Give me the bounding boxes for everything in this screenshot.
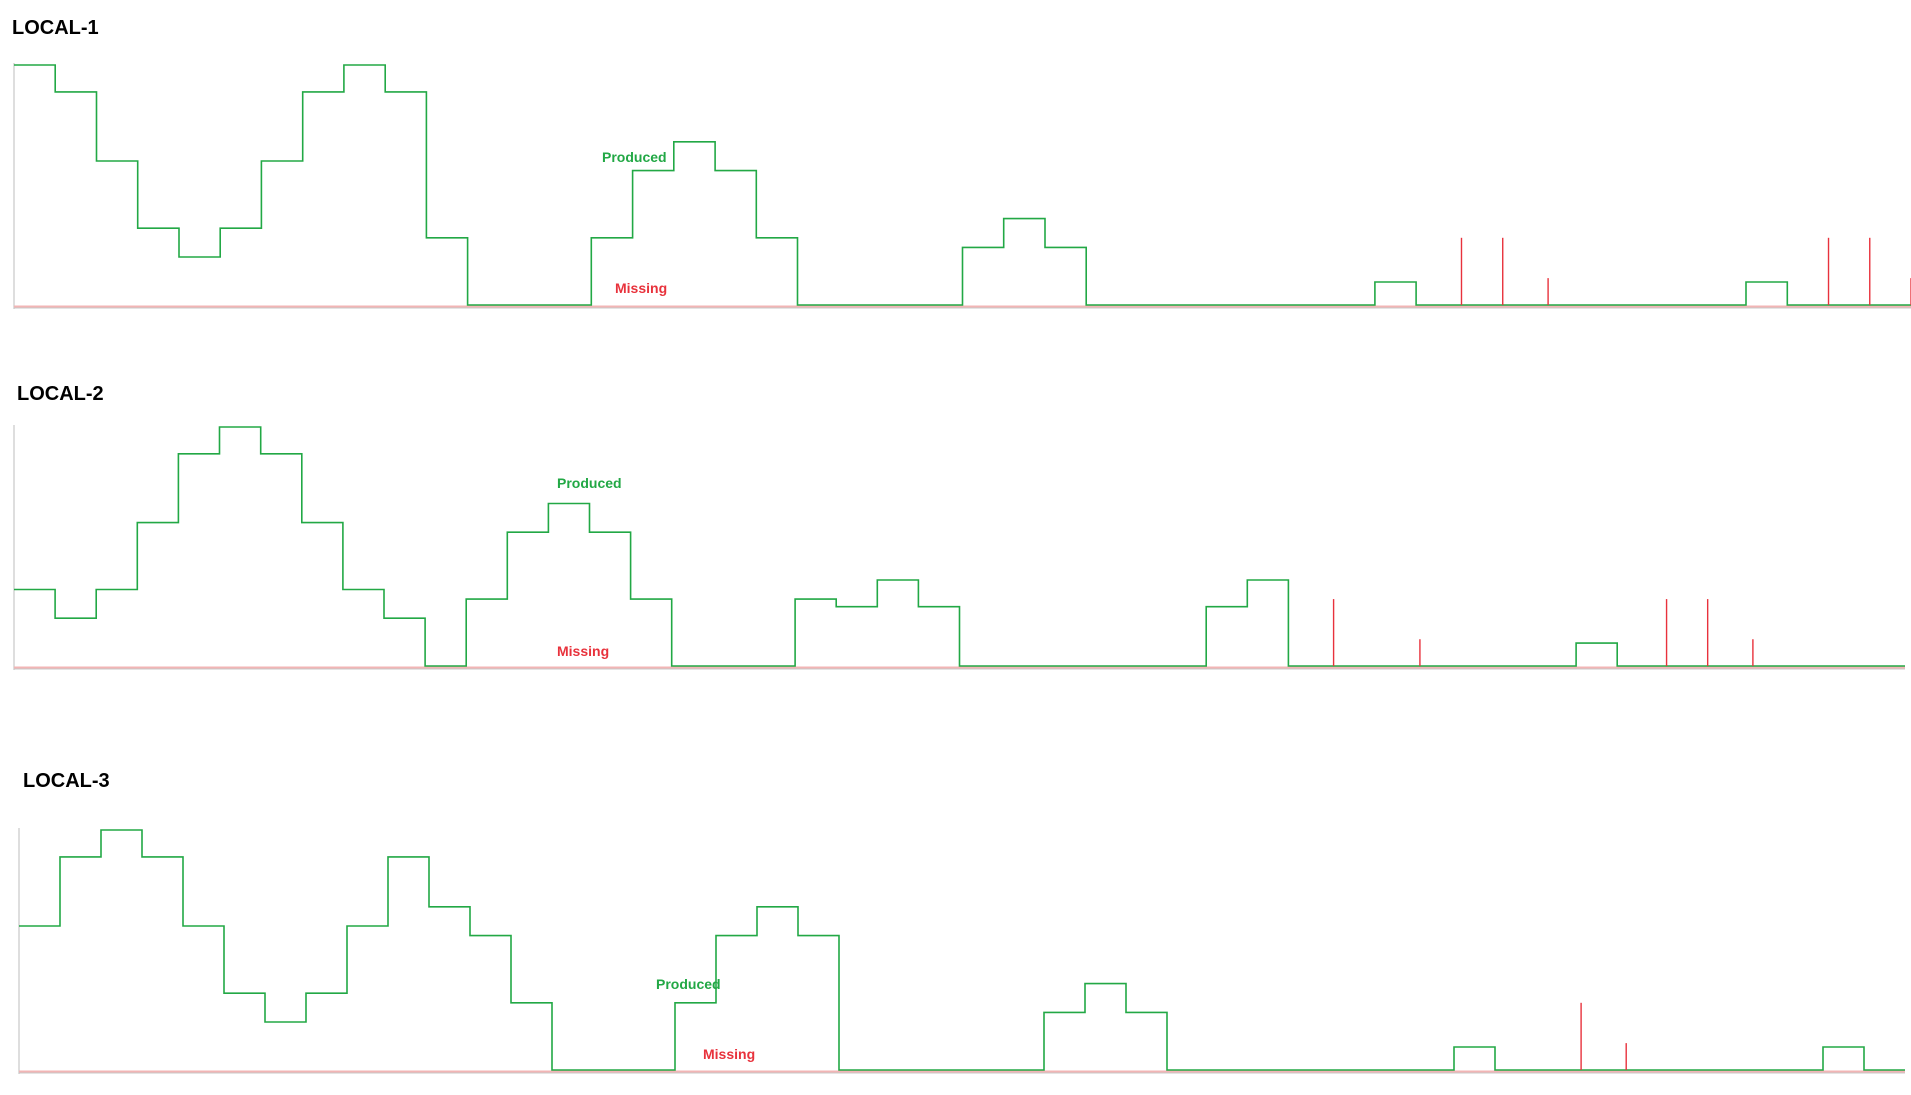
chart-title-local-3: LOCAL-3 [23, 770, 110, 792]
missing-label: Missing [557, 643, 609, 659]
chart-panel-local-3: Produced Missing [18, 828, 1905, 1074]
missing-label: Missing [703, 1046, 755, 1062]
produced-label: Produced [656, 976, 721, 992]
chart-title-local-2: LOCAL-2 [17, 383, 104, 405]
produced-label: Produced [602, 149, 667, 165]
chart-panel-local-1: Produced Missing [13, 63, 1911, 309]
chart-panel-local-2: Produced Missing [13, 425, 1905, 670]
produced-series-line [14, 426, 1905, 667]
missing-label: Missing [615, 280, 667, 296]
produced-series-line [14, 64, 1911, 306]
chart-title-local-1: LOCAL-1 [12, 17, 99, 39]
produced-series-line [19, 829, 1905, 1071]
produced-label: Produced [557, 475, 622, 491]
